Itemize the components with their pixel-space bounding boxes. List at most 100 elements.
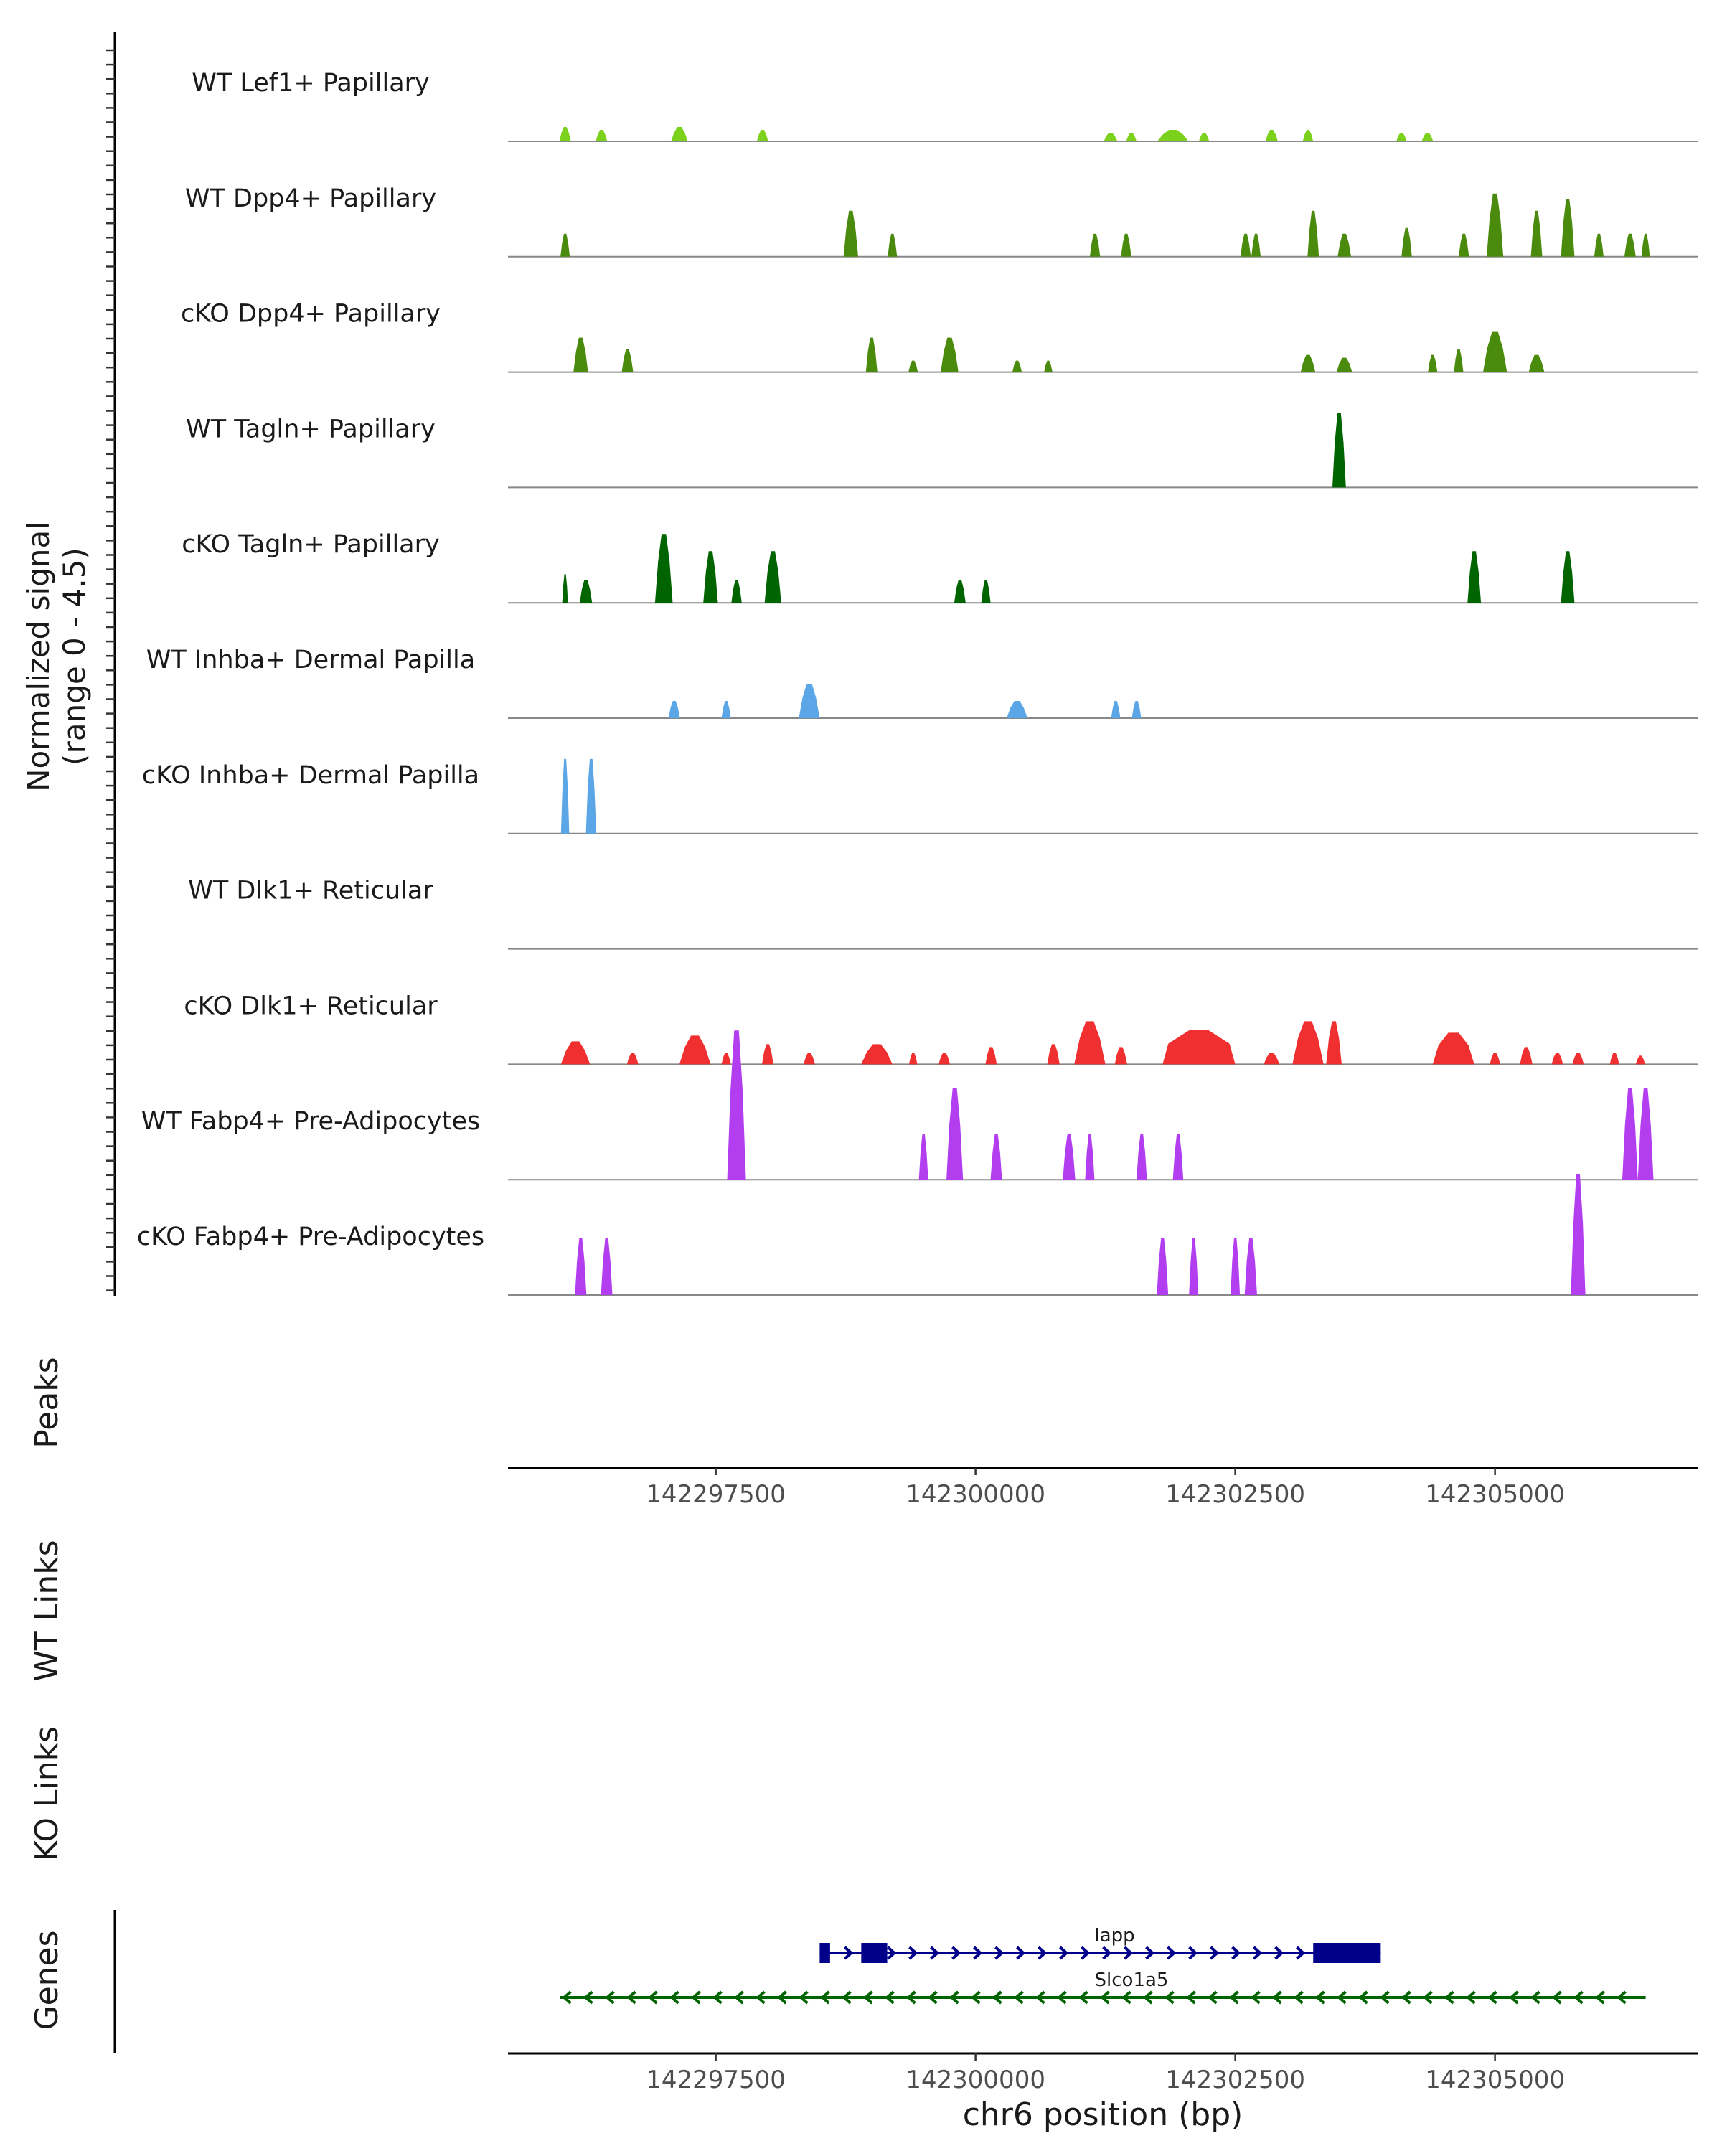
strand-chevron — [1274, 1946, 1284, 1960]
coverage-peak — [799, 684, 820, 718]
coverage-peak — [1624, 233, 1636, 257]
track-label: WT Inhba+ Dermal Papilla — [146, 646, 475, 674]
strand-chevron — [1229, 1990, 1239, 2005]
x-tick-label: 142297500 — [646, 2066, 786, 2094]
coverage-peak — [1571, 1174, 1586, 1295]
strand-chevron — [1272, 1990, 1282, 2005]
strand-chevron — [1595, 1990, 1605, 2005]
track-label: WT Dpp4+ Papillary — [185, 184, 436, 213]
gene-name: Iapp — [1094, 1925, 1135, 1946]
coverage-peak — [1089, 233, 1101, 257]
strand-chevron — [1124, 1946, 1134, 1960]
strand-chevron — [1380, 1990, 1390, 2005]
track-label: cKO Dpp4+ Papillary — [181, 300, 441, 329]
coverage-peak — [1609, 1053, 1619, 1065]
strand-chevron — [1573, 1990, 1584, 2005]
x-tick-label: 142300000 — [905, 2066, 1045, 2094]
strand-chevron — [799, 1990, 809, 2005]
coverage-peak — [1198, 133, 1210, 141]
ko-links-panel-label: KO Links — [29, 1726, 65, 1861]
strand-chevron — [756, 1990, 766, 2005]
x-tick-label: 142297500 — [646, 1480, 786, 1509]
strand-chevron — [1102, 1946, 1112, 1960]
coverage-peak — [938, 1053, 951, 1065]
coverage-peak — [1007, 701, 1027, 718]
coverage-peak — [1396, 133, 1407, 141]
strand-chevron — [820, 1990, 830, 2005]
strand-chevron — [1057, 1990, 1067, 2005]
coverage-peak — [1131, 701, 1142, 718]
track-label: cKO Fabp4+ Pre-Adipocytes — [137, 1223, 484, 1251]
track-label: WT Fabp4+ Pre-Adipocytes — [141, 1107, 480, 1136]
strand-chevron — [777, 1990, 787, 2005]
coverage-peak — [1292, 1021, 1324, 1065]
track-label: WT Tagln+ Papillary — [186, 415, 436, 443]
coverage-peak — [1487, 193, 1504, 257]
coverage-peak — [1459, 233, 1469, 257]
coverage-peak — [865, 337, 878, 372]
strand-chevron — [885, 1990, 895, 2005]
coverage-peak — [1240, 233, 1251, 257]
coverage-peak — [1074, 1021, 1106, 1065]
strand-chevron — [1210, 1946, 1220, 1960]
coverage-peak — [1561, 199, 1575, 257]
coverage-peak — [1157, 130, 1189, 141]
coverage-peak — [721, 1053, 731, 1065]
strand-chevron — [1188, 1946, 1198, 1960]
genes-panel-label: Genes — [29, 1930, 65, 2030]
strand-chevron — [1253, 1946, 1263, 1960]
coverage-peak — [918, 1134, 928, 1180]
coverage-peak — [1157, 1238, 1169, 1295]
gene-exon — [1313, 1943, 1381, 1963]
coverage-peak — [762, 1044, 773, 1065]
strand-chevron — [1167, 1946, 1177, 1960]
coverage-peak — [1012, 360, 1022, 372]
coverage-peak — [1635, 1055, 1645, 1065]
coverage-peak — [1307, 210, 1319, 257]
strand-chevron — [1165, 1990, 1175, 2005]
strand-chevron — [1617, 1990, 1627, 2005]
coverage-peak — [1264, 1053, 1280, 1065]
coverage-y-ticks — [106, 49, 115, 1291]
strand-chevron — [1145, 1946, 1155, 1960]
coverage-peak — [562, 574, 568, 603]
coverage-peak — [1300, 354, 1316, 372]
coverage-peak — [601, 1238, 613, 1295]
strand-chevron — [1038, 1946, 1048, 1960]
track-label: WT Dlk1+ Reticular — [188, 877, 433, 905]
coverage-peak — [1641, 233, 1650, 257]
strand-chevron — [1016, 1946, 1026, 1960]
strand-chevron — [1208, 1990, 1218, 2005]
coverage-peak — [1104, 133, 1118, 141]
track-label: cKO Tagln+ Papillary — [182, 530, 440, 559]
coverage-peak — [671, 127, 688, 141]
strand-chevron — [1552, 1990, 1562, 2005]
coverage-peak — [1490, 1053, 1500, 1065]
coverage-peak — [1137, 1134, 1147, 1180]
strand-chevron — [734, 1990, 744, 2005]
strand-chevron — [1466, 1990, 1476, 2005]
x-tick-label: 142305000 — [1425, 1480, 1565, 1509]
strand-chevron — [844, 1946, 854, 1960]
coverage-peak — [954, 580, 966, 603]
track-label: WT Lef1+ Papillary — [192, 69, 430, 98]
coverage-peak — [985, 1047, 997, 1065]
x-tick-label: 142302500 — [1165, 1480, 1305, 1509]
coverage-peak — [1421, 133, 1434, 141]
strand-chevron — [887, 1946, 897, 1960]
gene-annotations: Iapp Slco1a5 — [560, 1925, 1646, 2005]
coverage-peak — [1401, 227, 1412, 257]
strand-chevron — [583, 1990, 593, 2005]
coverage-peak — [654, 534, 673, 603]
coverage-peak — [559, 127, 571, 141]
coverage-peak — [1231, 1238, 1241, 1295]
coverage-peak — [1121, 233, 1131, 257]
strand-chevron — [994, 1946, 1004, 1960]
coverage-peak — [703, 551, 718, 603]
strand-chevron — [1251, 1990, 1261, 2005]
coverage-peak — [1337, 233, 1352, 257]
coverage-peak — [1111, 701, 1121, 718]
coverage-peak — [1302, 130, 1314, 141]
x-tick-label: 142302500 — [1165, 2066, 1305, 2094]
